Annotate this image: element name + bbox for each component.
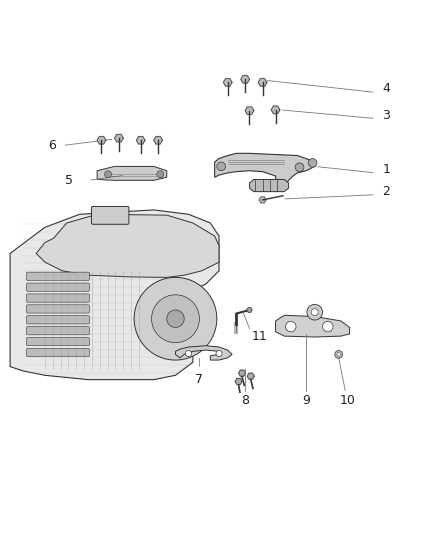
Text: 1: 1: [382, 163, 390, 176]
FancyBboxPatch shape: [27, 283, 89, 292]
Circle shape: [167, 310, 184, 327]
Text: 9: 9: [302, 393, 310, 407]
Polygon shape: [235, 378, 242, 384]
Polygon shape: [136, 136, 145, 144]
Polygon shape: [247, 373, 254, 379]
FancyBboxPatch shape: [27, 272, 89, 280]
Polygon shape: [154, 136, 162, 144]
Polygon shape: [36, 214, 219, 277]
Circle shape: [216, 351, 222, 357]
Circle shape: [322, 321, 333, 332]
Polygon shape: [10, 210, 219, 379]
Text: 3: 3: [382, 109, 390, 122]
Polygon shape: [250, 180, 289, 192]
Circle shape: [337, 353, 340, 356]
Polygon shape: [271, 106, 280, 114]
Text: 2: 2: [382, 185, 390, 198]
FancyBboxPatch shape: [27, 327, 89, 335]
Circle shape: [286, 321, 296, 332]
Circle shape: [134, 277, 217, 360]
Polygon shape: [258, 79, 267, 86]
Polygon shape: [176, 346, 232, 360]
Text: 4: 4: [382, 83, 390, 95]
FancyBboxPatch shape: [27, 305, 89, 313]
Circle shape: [335, 351, 343, 358]
Circle shape: [157, 171, 164, 177]
Polygon shape: [223, 79, 232, 86]
Circle shape: [311, 309, 318, 316]
FancyBboxPatch shape: [27, 316, 89, 324]
FancyBboxPatch shape: [27, 349, 89, 357]
Text: 6: 6: [48, 139, 56, 152]
Polygon shape: [239, 370, 246, 376]
FancyBboxPatch shape: [27, 337, 89, 346]
Polygon shape: [241, 76, 250, 83]
Text: 10: 10: [339, 393, 355, 407]
Circle shape: [152, 295, 199, 343]
Circle shape: [295, 163, 304, 172]
Circle shape: [247, 308, 252, 313]
Polygon shape: [276, 315, 350, 337]
Circle shape: [307, 304, 322, 320]
Text: 8: 8: [241, 393, 249, 407]
Circle shape: [217, 162, 226, 171]
Polygon shape: [259, 197, 266, 203]
Polygon shape: [215, 154, 315, 184]
Text: 7: 7: [195, 373, 203, 386]
Polygon shape: [245, 107, 254, 115]
Polygon shape: [115, 134, 123, 142]
Text: 5: 5: [65, 174, 73, 187]
Circle shape: [185, 351, 191, 357]
FancyBboxPatch shape: [27, 294, 89, 302]
Text: 11: 11: [252, 329, 267, 343]
Circle shape: [308, 158, 317, 167]
Circle shape: [105, 171, 112, 177]
Polygon shape: [97, 166, 167, 180]
FancyBboxPatch shape: [92, 206, 129, 224]
Polygon shape: [97, 136, 106, 144]
